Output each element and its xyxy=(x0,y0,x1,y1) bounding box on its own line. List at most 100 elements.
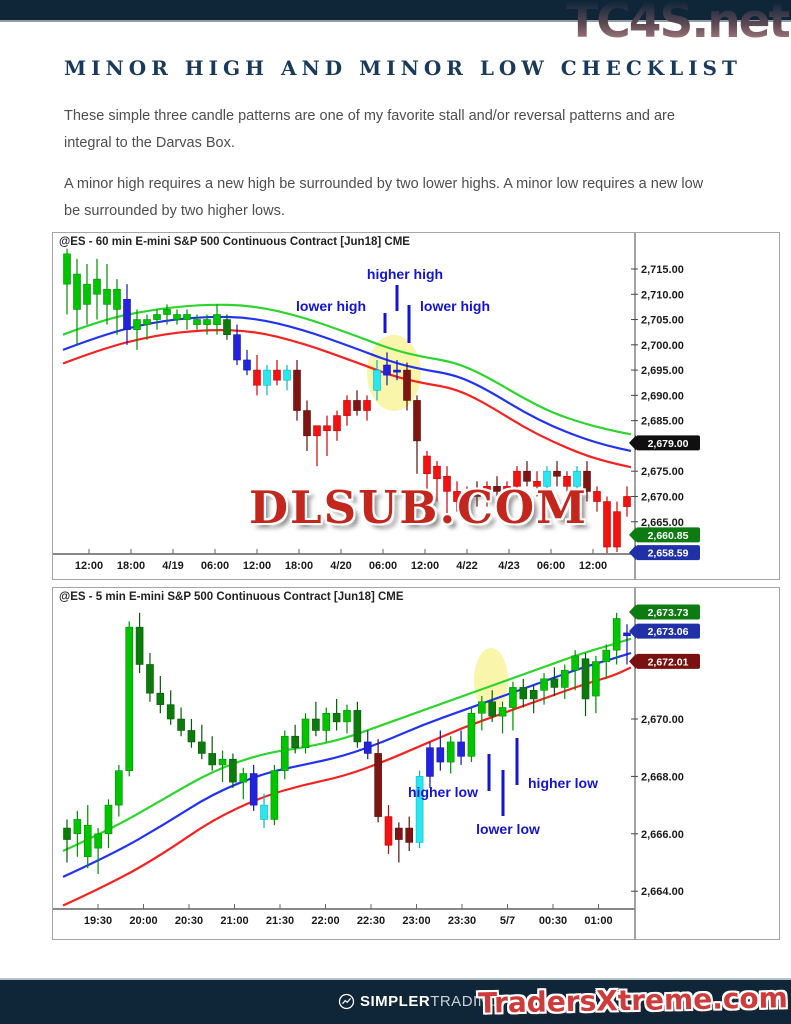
annotation-label: lower high xyxy=(420,298,490,314)
candle-body xyxy=(563,475,571,487)
price-badge-label: 2,679.00 xyxy=(648,438,689,450)
x-tick-label: 12:00 xyxy=(75,560,103,572)
candle-body xyxy=(353,710,362,743)
highlight-ellipse xyxy=(474,648,508,712)
y-tick-label: 2,670.00 xyxy=(641,491,684,503)
candle-body xyxy=(395,827,403,840)
candle-body xyxy=(312,718,320,731)
tradersxtreme-watermark: TradersXtreme.com xyxy=(477,981,789,1020)
price-badge xyxy=(636,545,700,561)
annotation-label: higher low xyxy=(528,775,598,791)
x-tick-label: 22:30 xyxy=(357,915,385,927)
candle-body xyxy=(83,283,91,305)
dlsub-watermark: DLSUB.COM xyxy=(249,481,588,534)
y-tick-label: 2,705.00 xyxy=(641,315,684,327)
x-tick-label: 21:30 xyxy=(266,915,294,927)
candle-body xyxy=(602,649,611,662)
y-tick-label: 2,700.00 xyxy=(641,340,684,352)
y-tick-label: 2,675.00 xyxy=(641,466,684,478)
candle-body xyxy=(239,773,248,783)
price-badge xyxy=(636,653,700,669)
x-tick-label: 5/7 xyxy=(500,915,515,927)
y-tick-label: 2,690.00 xyxy=(641,390,684,402)
candle-body xyxy=(373,369,381,391)
chart-60min-title: @ES - 60 min E-mini S&P 500 Continuous C… xyxy=(59,236,410,248)
y-tick-label: 2,664.00 xyxy=(641,886,684,898)
candle-body xyxy=(218,758,227,766)
candle-body xyxy=(550,678,559,688)
candle-body xyxy=(332,712,341,723)
x-tick-label: 4/20 xyxy=(330,560,351,572)
candle-body xyxy=(503,486,511,492)
candle-body xyxy=(363,741,372,754)
candle-body xyxy=(353,400,361,411)
candle-body xyxy=(592,661,600,697)
candle-body xyxy=(603,501,611,548)
page-title: MINOR HIGH AND MINOR LOW CHECKLIST xyxy=(64,56,742,80)
candle-body xyxy=(453,491,461,502)
ma-red-line xyxy=(62,328,632,469)
price-badge-arrow xyxy=(629,545,636,561)
candle-body xyxy=(233,334,241,361)
chart-60min-canvas: 12:00 18:00 4/19 06:00 12:00 18:00 4/20 06:00 12… xyxy=(53,233,700,579)
x-tick-label: 18:00 xyxy=(117,560,145,572)
candle-body xyxy=(478,701,486,714)
candle-body xyxy=(343,400,351,416)
candle-body xyxy=(223,319,231,336)
x-tick-label: 12:00 xyxy=(579,560,607,572)
candle-body xyxy=(203,319,211,325)
footer: SIMPLER TRADING ® TradersXtreme.com xyxy=(0,978,791,1024)
x-tick-label: 21:00 xyxy=(220,915,248,927)
x-tick-label: 12:00 xyxy=(411,560,439,572)
x-tick-label: 06:00 xyxy=(537,560,565,572)
x-tick-label: 19:30 xyxy=(84,915,112,927)
annotation-label: higher high xyxy=(367,266,443,282)
candle-body xyxy=(280,735,289,771)
price-badge-label: 2,658.59 xyxy=(648,548,689,560)
candle-body xyxy=(343,710,351,723)
candle-body xyxy=(553,470,561,477)
candle-body xyxy=(291,735,299,749)
ma-green-line xyxy=(62,303,632,436)
x-tick-label: 01:00 xyxy=(584,915,612,927)
candle-body xyxy=(73,819,82,835)
candle-body xyxy=(483,486,491,497)
candle-body xyxy=(166,704,175,720)
intro-paragraph: These simple three candle patterns are o… xyxy=(64,108,675,151)
candle-body xyxy=(403,369,411,401)
candle-body xyxy=(415,776,424,843)
candle-body xyxy=(113,288,121,310)
y-tick-label: 2,685.00 xyxy=(641,416,684,428)
candle-body xyxy=(543,470,551,487)
candle-body xyxy=(153,314,161,320)
candle-body xyxy=(313,425,321,437)
candle-body xyxy=(104,804,113,835)
x-tick-label: 12:00 xyxy=(243,560,271,572)
candle-body xyxy=(423,455,431,475)
candle-body xyxy=(146,664,154,694)
y-tick-label: 2,670.00 xyxy=(641,714,684,726)
x-tick-label: 4/22 xyxy=(456,560,477,572)
price-badge xyxy=(636,527,700,543)
brand-reg-mark: ® xyxy=(502,998,508,1005)
candle-body xyxy=(374,753,382,817)
chart-5min-canvas: 19:30 20:00 20:30 21:00 21:30 22:00 22:30 23:00… xyxy=(53,588,700,939)
candle-body xyxy=(260,804,268,820)
x-tick-label: 4/23 xyxy=(498,560,519,572)
candle-body xyxy=(193,319,201,325)
y-tick-label: 2,665.00 xyxy=(641,517,684,529)
candle-body xyxy=(270,770,279,820)
candle-body xyxy=(63,253,71,285)
candle-body xyxy=(93,278,101,295)
price-badge xyxy=(636,623,700,639)
candle-body xyxy=(473,491,481,497)
candle-body xyxy=(322,712,331,731)
x-tick-label: 00:30 xyxy=(539,915,567,927)
chart-circle-icon xyxy=(338,993,355,1010)
candle-body xyxy=(94,833,102,849)
candle-body xyxy=(581,658,590,700)
candle-body xyxy=(593,491,601,502)
candle-body xyxy=(213,314,221,325)
x-tick-label: 20:30 xyxy=(175,915,203,927)
